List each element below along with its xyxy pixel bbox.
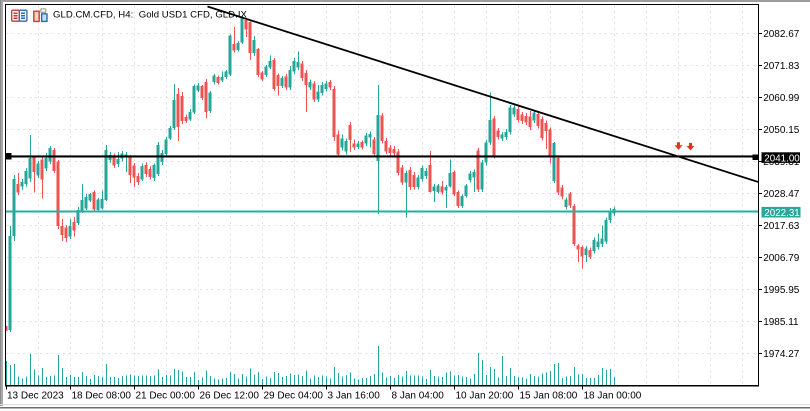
svg-text:2017.63: 2017.63 bbox=[763, 221, 800, 232]
svg-text:18 Jan 00:00: 18 Jan 00:00 bbox=[584, 390, 642, 401]
svg-text:3 Jan 16:00: 3 Jan 16:00 bbox=[328, 390, 381, 401]
svg-text:2071.83: 2071.83 bbox=[763, 61, 800, 72]
svg-text:2041.00: 2041.00 bbox=[764, 153, 800, 164]
svg-text:1995.95: 1995.95 bbox=[763, 285, 800, 296]
svg-text:2028.47: 2028.47 bbox=[763, 189, 800, 200]
svg-text:18 Dec 08:00: 18 Dec 08:00 bbox=[72, 390, 132, 401]
svg-text:26 Dec 12:00: 26 Dec 12:00 bbox=[200, 390, 260, 401]
svg-text:8 Jan 04:00: 8 Jan 04:00 bbox=[392, 390, 445, 401]
svg-text:29 Dec 04:00: 29 Dec 04:00 bbox=[264, 390, 324, 401]
svg-text:15 Jan 08:00: 15 Jan 08:00 bbox=[520, 390, 578, 401]
svg-text:13 Dec 2023: 13 Dec 2023 bbox=[7, 390, 64, 401]
svg-text:21 Dec 00:00: 21 Dec 00:00 bbox=[136, 390, 196, 401]
svg-text:2060.99: 2060.99 bbox=[763, 93, 800, 104]
svg-text:2006.79: 2006.79 bbox=[763, 253, 800, 264]
svg-text:GLD.CM.CFD, H4: Gold USD1 CFD: GLD.CM.CFD, H4: Gold USD1 CFD, GLD.IX bbox=[53, 10, 248, 21]
svg-text:10 Jan 20:00: 10 Jan 20:00 bbox=[456, 390, 514, 401]
svg-text:1985.11: 1985.11 bbox=[763, 317, 799, 328]
svg-text:2022.31: 2022.31 bbox=[764, 208, 799, 219]
svg-text:1974.27: 1974.27 bbox=[763, 349, 800, 360]
svg-text:2050.15: 2050.15 bbox=[763, 125, 800, 136]
svg-text:2082.67: 2082.67 bbox=[763, 29, 800, 40]
